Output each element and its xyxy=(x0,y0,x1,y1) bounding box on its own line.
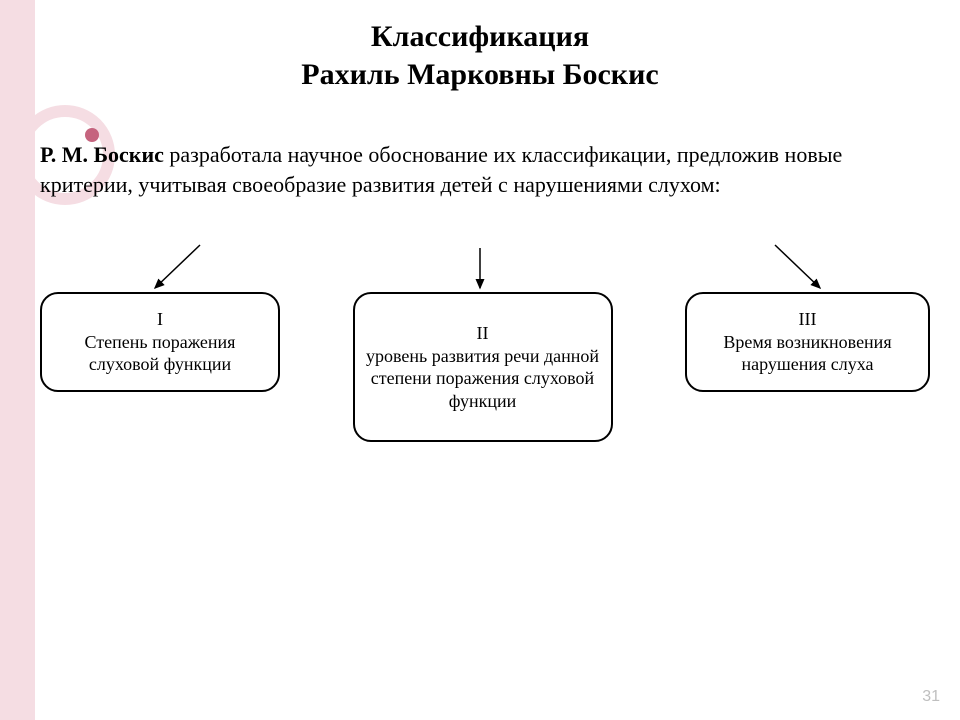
criterion-number: II xyxy=(363,322,603,345)
criterion-box-3: III Время возникновения нарушения слуха xyxy=(685,292,930,392)
criteria-boxes: I Степень поражения слуховой функции II … xyxy=(40,292,930,442)
criterion-number: III xyxy=(695,308,920,331)
arrow xyxy=(155,245,200,288)
criterion-text: Степень поражения слуховой функции xyxy=(50,331,270,376)
criterion-box-2: II уровень развития речи данной степени … xyxy=(353,292,613,442)
criterion-text: уровень развития речи данной степени пор… xyxy=(363,345,603,413)
intro-author: Р. М. Боскис xyxy=(40,142,164,167)
intro-paragraph: Р. М. Боскис разработала научное обоснов… xyxy=(40,140,920,199)
slide-title: Классификация Рахиль Марковны Боскис xyxy=(0,18,960,93)
sidebar-decoration xyxy=(0,0,35,720)
title-line-2: Рахиль Марковны Боскис xyxy=(0,56,960,94)
page-number: 31 xyxy=(922,688,940,706)
arrow xyxy=(775,245,820,288)
criterion-box-1: I Степень поражения слуховой функции xyxy=(40,292,280,392)
criterion-text: Время возникновения нарушения слуха xyxy=(695,331,920,376)
title-line-1: Классификация xyxy=(0,18,960,56)
criterion-number: I xyxy=(50,308,270,331)
